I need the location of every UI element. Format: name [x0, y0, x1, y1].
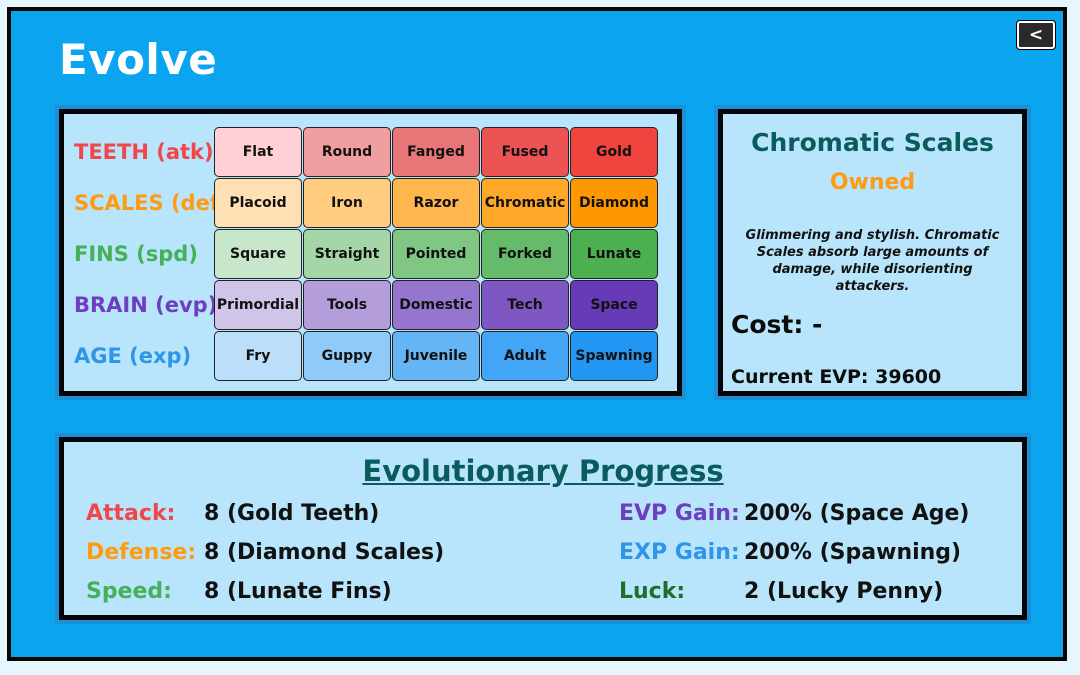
evolution-cell-flat[interactable]: Flat [214, 127, 302, 177]
grid-row-label: TEETH (atk) [74, 140, 214, 164]
evolution-grid-panel: TEETH (atk) Flat Round Fanged Fused Gold SCALE… [59, 109, 682, 396]
upgrade-description: Glimmering and stylish. Chromatic Scales… [745, 228, 1000, 294]
evolution-cell-spawning[interactable]: Spawning [570, 331, 658, 381]
evolution-cell-fused[interactable]: Fused [481, 127, 569, 177]
back-button[interactable]: < [1017, 21, 1055, 49]
evolution-cell-adult[interactable]: Adult [481, 331, 569, 381]
stat-value: 200% (Spawning) [744, 540, 962, 565]
current-evp: Current EVP: 39600 [731, 366, 942, 388]
grid-row-label: AGE (exp) [74, 344, 192, 368]
stat-label: Attack: [86, 501, 176, 526]
evolution-cell-placoid[interactable]: Placoid [214, 178, 302, 228]
evolution-cell-tech[interactable]: Tech [481, 280, 569, 330]
evolution-cell-fanged[interactable]: Fanged [392, 127, 480, 177]
stat-value: 8 (Diamond Scales) [204, 540, 445, 565]
evolution-cell-juvenile[interactable]: Juvenile [392, 331, 480, 381]
grid-row-label: BRAIN (evp) [74, 293, 218, 317]
evolution-cell-pointed[interactable]: Pointed [392, 229, 480, 279]
stat-label: EVP Gain: [619, 501, 740, 526]
upgrade-status: Owned [829, 170, 916, 195]
stat-value: 200% (Space Age) [744, 501, 970, 526]
page-title: Evolve [59, 35, 218, 84]
stat-value: 2 (Lucky Penny) [744, 579, 944, 604]
upgrade-cost: Cost: - [731, 310, 823, 339]
evolution-cell-fry[interactable]: Fry [214, 331, 302, 381]
evolution-cell-tools[interactable]: Tools [303, 280, 391, 330]
evolution-cell-forked[interactable]: Forked [481, 229, 569, 279]
evolution-cell-domestic[interactable]: Domestic [392, 280, 480, 330]
upgrade-info-panel: Chromatic Scales Owned Glimmering and st… [718, 109, 1027, 396]
stat-label: Luck: [619, 579, 686, 604]
evolution-cell-straight[interactable]: Straight [303, 229, 391, 279]
upgrade-name: Chromatic Scales [751, 128, 994, 157]
evolution-cell-iron[interactable]: Iron [303, 178, 391, 228]
evolution-cell-chromatic[interactable]: Chromatic [481, 178, 569, 228]
evolution-cell-primordial[interactable]: Primordial [214, 280, 302, 330]
evolution-cell-square[interactable]: Square [214, 229, 302, 279]
evolution-cell-gold[interactable]: Gold [570, 127, 658, 177]
evolution-cell-razor[interactable]: Razor [392, 178, 480, 228]
evolution-cell-space[interactable]: Space [570, 280, 658, 330]
grid-row-label: FINS (spd) [74, 242, 198, 266]
evolve-window: Evolve < TEETH (atk) Flat Round Fanged Fused… [7, 7, 1067, 661]
evolution-cell-lunate[interactable]: Lunate [570, 229, 658, 279]
stat-value: 8 (Lunate Fins) [204, 579, 392, 604]
stat-label: EXP Gain: [619, 540, 740, 565]
stat-value: 8 (Gold Teeth) [204, 501, 380, 526]
grid-row-label: SCALES (def) [74, 191, 229, 215]
progress-title: Evolutionary Progress [362, 454, 724, 488]
evolutionary-progress-panel: Evolutionary Progress Attack: 8 (Gold Tee… [59, 437, 1027, 620]
evolution-cell-diamond[interactable]: Diamond [570, 178, 658, 228]
stat-label: Defense: [86, 540, 197, 565]
stat-label: Speed: [86, 579, 172, 604]
evolution-cell-guppy[interactable]: Guppy [303, 331, 391, 381]
evolution-cell-round[interactable]: Round [303, 127, 391, 177]
